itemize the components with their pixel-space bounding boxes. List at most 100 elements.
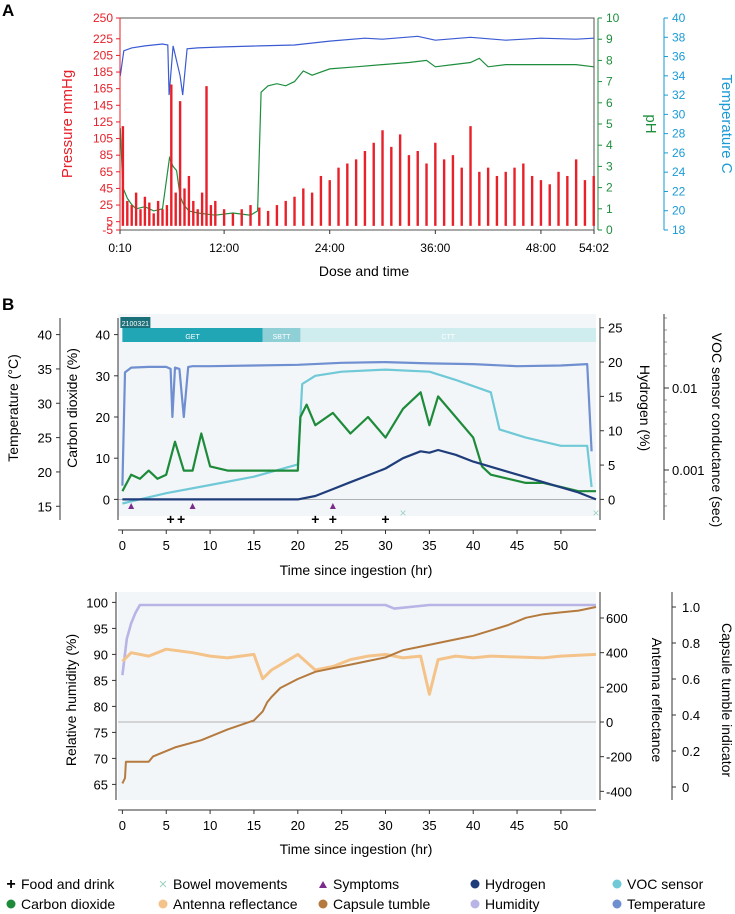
pressure-tick-label: 185 bbox=[93, 65, 113, 79]
hydrogen-series-line bbox=[122, 448, 597, 501]
pressure-tick-label: 25 bbox=[100, 198, 114, 212]
x-tick-label: 0 bbox=[119, 538, 126, 553]
x-tick-label: 35 bbox=[422, 818, 436, 833]
panel-b-bottom-xlabel: Time since ingestion (hr) bbox=[280, 841, 433, 857]
segment-tag-label: 2100321 bbox=[122, 321, 149, 328]
x-tick-label: 15 bbox=[247, 538, 261, 553]
legend-label: VOC sensor bbox=[627, 876, 704, 892]
panel-b-top-plot-area bbox=[118, 314, 596, 516]
x-tick-label: 30 bbox=[378, 818, 392, 833]
humidity-tick-label: 75 bbox=[94, 725, 108, 740]
voc-tick-label: 0.01 bbox=[672, 381, 697, 396]
temperature-tick-label: 20 bbox=[38, 465, 52, 480]
x-tick-label: 40 bbox=[466, 538, 480, 553]
hydrogen-tick-label: 5 bbox=[608, 458, 615, 473]
x-tick-label: 40 bbox=[466, 818, 480, 833]
panel-label-a: A bbox=[2, 1, 14, 20]
segment-sbtt bbox=[262, 328, 301, 342]
panel-b-bottom-plot-area bbox=[118, 592, 596, 800]
antenna-tick-label: 200 bbox=[606, 680, 628, 695]
antenna-tick-label: 600 bbox=[606, 611, 628, 626]
panel-a-xlabel: Dose and time bbox=[319, 263, 409, 279]
food-and-drink-marker: + bbox=[329, 511, 337, 527]
panel-a-ticks: 0:10 12:00 24:00 36:00 48:00 54:02-5525456585… bbox=[93, 11, 686, 255]
tumble-tick-label: 0 bbox=[682, 780, 689, 795]
humidity-series-line bbox=[121, 603, 596, 676]
x-tick-label: 0 bbox=[119, 818, 126, 833]
x-tick-label: 25 bbox=[334, 538, 348, 553]
legend-marker-dot bbox=[470, 879, 480, 889]
legend-marker-dot bbox=[318, 899, 328, 909]
legend-label: Symptoms bbox=[333, 876, 399, 892]
panel-b-bottom-ticks: 0 5 10 15 20 25 30 35 40 45 50 65 70 75 80 85 90 95 100 -40… bbox=[86, 592, 700, 833]
legend-label: Antenna reflectance bbox=[173, 896, 298, 912]
tumble-tick-label: 0.8 bbox=[682, 636, 700, 651]
segment-get bbox=[122, 328, 263, 342]
panel-b-top-series: + + + + + × × bbox=[118, 361, 600, 527]
x-tick-label: 12:00 bbox=[209, 241, 239, 255]
ph-tick-label: 6 bbox=[606, 96, 613, 110]
pressure-tick-label: 125 bbox=[93, 115, 113, 129]
temperature-tick-label: 26 bbox=[672, 146, 686, 160]
legend-marker-plus: + bbox=[6, 876, 15, 893]
temperature-series-line bbox=[121, 361, 593, 486]
segment-label: SBTT bbox=[273, 334, 292, 341]
segment-label: GET bbox=[185, 334, 200, 341]
panel-a-series bbox=[119, 35, 595, 226]
legend-label: Bowel movements bbox=[173, 876, 287, 892]
voc-sensor-series-line bbox=[122, 368, 593, 505]
legend-marker-dot bbox=[6, 899, 16, 909]
panel-b-top-temperature-label: Temperature (°C) bbox=[5, 354, 21, 462]
tumble-tick-label: 0.4 bbox=[682, 708, 700, 723]
segment-label: CTT bbox=[441, 334, 455, 341]
x-tick-label: 20 bbox=[291, 818, 305, 833]
carbon-dioxide-series-line bbox=[121, 391, 596, 493]
temperature-tick-label: 18 bbox=[672, 223, 686, 237]
legend-label: Humidity bbox=[485, 896, 539, 912]
temperature-tick-label: 40 bbox=[38, 328, 52, 343]
x-tick-label: 5 bbox=[163, 818, 170, 833]
segment-ctt bbox=[300, 328, 596, 342]
x-tick-label: 10 bbox=[203, 538, 217, 553]
humidity-tick-label: 85 bbox=[94, 673, 108, 688]
temperature-tick-label: 36 bbox=[672, 50, 686, 64]
antenna-tick-label: -400 bbox=[606, 784, 632, 799]
co2-tick-label: 20 bbox=[96, 410, 110, 425]
x-tick-label: 5 bbox=[163, 538, 170, 553]
antenna-tick-label: -200 bbox=[606, 750, 632, 765]
food-and-drink-marker: + bbox=[167, 511, 175, 527]
symptom-marker bbox=[329, 503, 336, 509]
humidity-tick-label: 80 bbox=[94, 699, 108, 714]
pressure-tick-label: 205 bbox=[93, 48, 113, 62]
temperature-tick-label: 25 bbox=[38, 431, 52, 446]
food-and-drink-marker: + bbox=[177, 511, 185, 527]
legend-marker-dot bbox=[612, 899, 622, 909]
bowel-movement-marker: × bbox=[592, 506, 599, 520]
x-tick-label: 10 bbox=[203, 818, 217, 833]
temperature-tick-label: 22 bbox=[672, 184, 686, 198]
x-tick-label: 30 bbox=[378, 538, 392, 553]
panel-b-bottom-chart: 0 5 10 15 20 25 30 35 40 45 50 65 70 75 80 85 90 95 100 -40… bbox=[63, 592, 735, 857]
temperature-tick-label: 34 bbox=[672, 69, 686, 83]
antenna-tick-label: 0 bbox=[606, 715, 613, 730]
legend-label: Hydrogen bbox=[485, 876, 546, 892]
co2-tick-label: 30 bbox=[96, 369, 110, 384]
panel-b-top-hydrogen-label: Hydrogen (%) bbox=[637, 365, 653, 451]
ph-tick-label: 7 bbox=[606, 75, 613, 89]
antenna-reflectance-series-line bbox=[121, 647, 597, 696]
co2-tick-label: 0 bbox=[103, 492, 110, 507]
pressure-tick-label: 5 bbox=[106, 215, 113, 229]
temperature-tick-label: 24 bbox=[672, 165, 686, 179]
pressure-tick-label: 65 bbox=[100, 165, 114, 179]
temperature-tick-label: 32 bbox=[672, 88, 686, 102]
pressure-tick-label: 250 bbox=[93, 11, 113, 25]
ph-tick-label: 5 bbox=[606, 117, 613, 131]
ph-tick-label: 2 bbox=[606, 181, 613, 195]
x-tick-label: 45 bbox=[510, 818, 524, 833]
hydrogen-tick-label: 10 bbox=[608, 424, 622, 439]
voc-tick-label: 0.001 bbox=[672, 463, 705, 478]
legend-marker-dot bbox=[470, 899, 480, 909]
temperature-tick-label: 30 bbox=[672, 107, 686, 121]
humidity-tick-label: 95 bbox=[94, 621, 108, 636]
